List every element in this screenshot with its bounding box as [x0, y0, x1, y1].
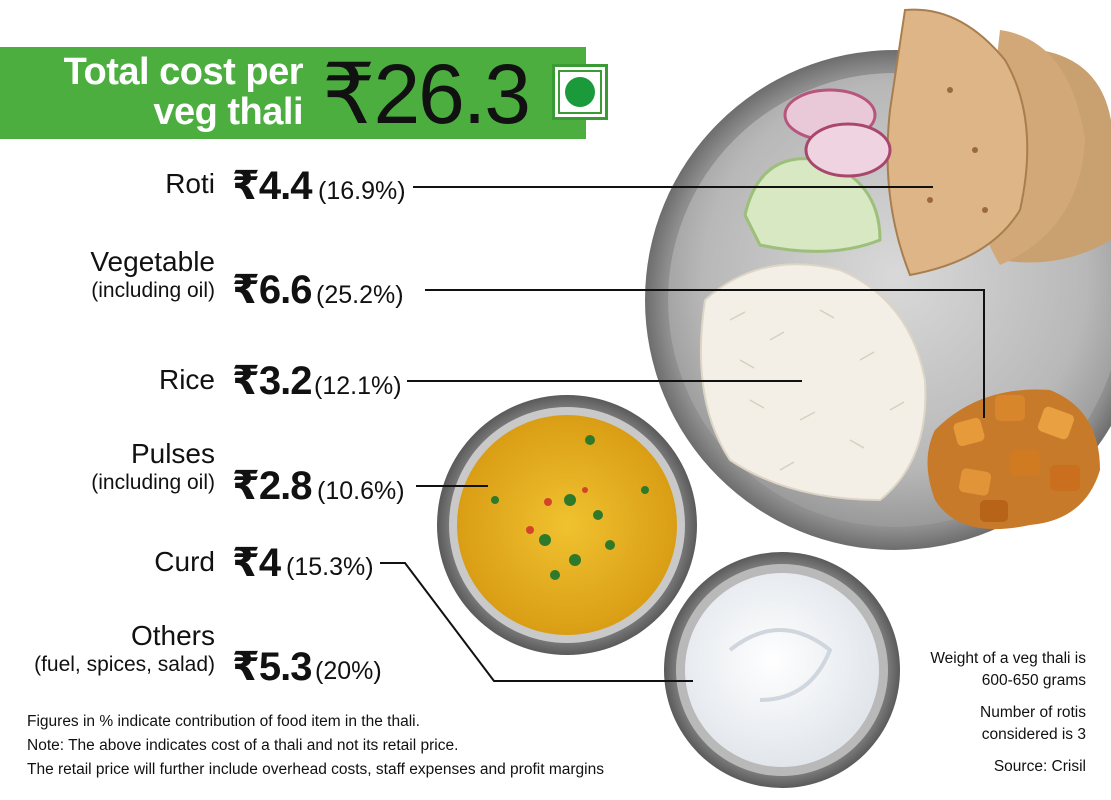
- total-cost-value: ₹26.3: [322, 47, 531, 141]
- item-roti-percent: (16.9%): [318, 177, 406, 205]
- item-pulses: Pulses (including oil): [0, 438, 215, 498]
- item-vegetable-percent: (25.2%): [316, 281, 404, 309]
- curd-bowl: [664, 552, 900, 788]
- dal-bowl: [437, 395, 697, 655]
- item-curd-name: Curd: [154, 546, 215, 577]
- item-curd-percent: (15.3%): [286, 553, 374, 581]
- footnote-1: Figures in % indicate contribution of fo…: [27, 713, 420, 730]
- side-note-rotis: Number of rotis considered is 3: [980, 704, 1086, 743]
- item-vegetable-sub: (including oil): [91, 279, 215, 302]
- item-rice: Rice: [0, 364, 215, 404]
- item-others: Others (fuel, spices, salad): [0, 620, 215, 680]
- item-vegetable: Vegetable (including oil): [0, 246, 215, 306]
- item-vegetable-name: Vegetable: [90, 246, 215, 277]
- connector-curd: [380, 562, 693, 682]
- page-title: Total cost per veg thali: [0, 51, 304, 133]
- connector-vegetable: [425, 289, 985, 418]
- veg-symbol-icon: [552, 64, 608, 120]
- roti-stack: [886, 8, 1111, 277]
- title-line-1: Total cost per: [63, 51, 304, 93]
- footnotes: Figures in % indicate contribution of fo…: [27, 710, 604, 782]
- item-others-name: Others: [130, 620, 215, 651]
- item-pulses-value: ₹2.8: [232, 464, 312, 508]
- item-curd: Curd: [0, 546, 215, 586]
- item-others-sub: (fuel, spices, salad): [34, 653, 215, 676]
- item-rice-value: ₹3.2: [232, 359, 312, 403]
- rice-heap: [699, 263, 927, 502]
- title-line-2: veg thali: [153, 91, 303, 133]
- item-roti: Roti: [0, 168, 215, 208]
- item-roti-name: Roti: [165, 168, 215, 199]
- footnote-2: Note: The above indicates cost of a thal…: [27, 737, 459, 754]
- side-notes: Weight of a veg thali is 600-650 grams N…: [905, 648, 1086, 788]
- side-note-source: Source: Crisil: [993, 758, 1086, 775]
- footnote-3: The retail price will further include ov…: [27, 761, 604, 778]
- item-others-value: ₹5.3: [232, 645, 312, 689]
- item-vegetable-value: ₹6.6: [232, 268, 312, 312]
- salad: [743, 88, 892, 253]
- vegetable-curry: [927, 389, 1100, 530]
- item-roti-value: ₹4.4: [232, 164, 312, 208]
- item-rice-percent: (12.1%): [314, 372, 402, 400]
- item-others-percent: (20%): [315, 657, 382, 685]
- item-curd-value: ₹4: [232, 541, 281, 585]
- title-banner: [0, 47, 586, 139]
- connector-lines: [380, 186, 985, 682]
- side-note-weight: Weight of a veg thali is 600-650 grams: [930, 650, 1086, 689]
- item-pulses-name: Pulses: [130, 438, 215, 469]
- item-pulses-percent: (10.6%): [317, 477, 405, 505]
- item-pulses-sub: (including oil): [91, 471, 215, 494]
- item-rice-name: Rice: [158, 364, 215, 395]
